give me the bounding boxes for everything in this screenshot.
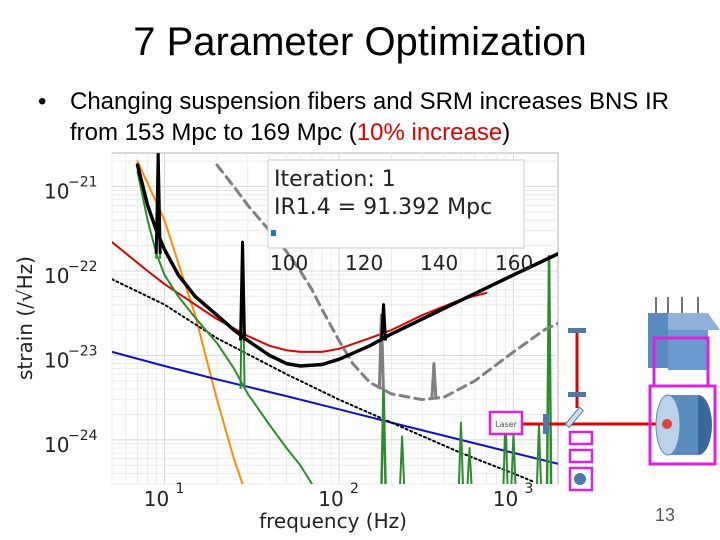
highlight-box-2 (568, 448, 594, 464)
series-line-residual-gas (112, 278, 535, 483)
x-tick-label: 10 (144, 487, 169, 511)
inset-tick-label: 120 (345, 251, 383, 275)
bullet-text-main: Changing suspension fibers and SRM incre… (70, 88, 669, 146)
inset-tick-label: 100 (270, 251, 308, 275)
suspension-block-side (648, 313, 668, 368)
slide-title: 7 Parameter Optimization (133, 20, 587, 64)
series-line-coating-thermal (112, 350, 558, 465)
suspension-block-front (668, 330, 708, 370)
x-tick-label: 10 (318, 487, 343, 511)
resonance-peak (154, 153, 162, 254)
mirror-left (543, 414, 549, 434)
beam-spot (662, 419, 672, 429)
bullet-text-highlight: 10% increase (356, 119, 503, 146)
interferometer-diagram: Laser (488, 297, 720, 492)
inset-x-ticks: 100 120 140 160 (270, 251, 533, 275)
slide-number: 13 (654, 505, 676, 525)
x-axis-label: frequency (Hz) (259, 509, 407, 533)
y-tick-label: 10 (44, 264, 69, 288)
highlight-box-mirror (648, 384, 717, 466)
y-tick-label: 10 (44, 348, 69, 372)
highlight-box-3 (568, 466, 594, 492)
x-tick-exponent: 2 (350, 481, 359, 497)
resonance-peak (380, 387, 387, 484)
end-mirror-top (568, 328, 586, 333)
bullet-text-end: ) (502, 119, 511, 146)
x-tick-exponent: 1 (176, 481, 185, 497)
series-layer (112, 153, 558, 484)
x-tick-label: 10 (493, 487, 518, 511)
y-tick-exponent: −23 (68, 343, 98, 359)
laser-box (488, 410, 524, 436)
inset-ir-text: IR1.4 = 91.392 Mpc (274, 195, 492, 220)
resonance-peak (380, 303, 388, 341)
resonance-peak (457, 421, 464, 484)
beam-splitter (564, 406, 585, 429)
resonance-peak (239, 240, 247, 341)
bullet-marker: • (38, 88, 47, 115)
y-tick-exponent: −24 (68, 428, 98, 444)
y-axis-label: strain (/√Hz) (13, 256, 37, 380)
laser-label: Laser (495, 420, 517, 429)
inset-tick-label: 160 (495, 251, 533, 275)
inset-box (267, 159, 525, 249)
inset-legend: Iteration: 1 IR1.4 = 91.392 Mpc 100 120 14… (267, 159, 533, 275)
series-line-total (135, 163, 558, 368)
y-tick-exponent: −21 (68, 175, 98, 191)
inset-tick-label: 140 (420, 251, 458, 275)
resonance-peak (399, 435, 406, 484)
x-tick-exponent: 3 (524, 481, 533, 497)
inset-marker (271, 230, 276, 236)
y-tick-label: 10 (44, 433, 69, 457)
mirror-upper (568, 392, 586, 397)
highlight-box-1 (568, 430, 594, 446)
y-tick-label: 10 (44, 180, 69, 204)
inset-iteration-text: Iteration: 1 (274, 167, 396, 192)
resonance-peak (466, 447, 473, 484)
x-axis-ticks: 10 1 10 2 10 3 (144, 481, 534, 511)
series-line-comparison (215, 163, 558, 402)
y-tick-exponent: −22 (68, 259, 98, 275)
resonance-peak (430, 362, 438, 399)
series-line-quantum (112, 241, 488, 353)
bullet-text: Changing suspension fibers and SRM incre… (70, 86, 710, 148)
resonance-peak (377, 313, 385, 390)
photodetector (574, 473, 586, 485)
